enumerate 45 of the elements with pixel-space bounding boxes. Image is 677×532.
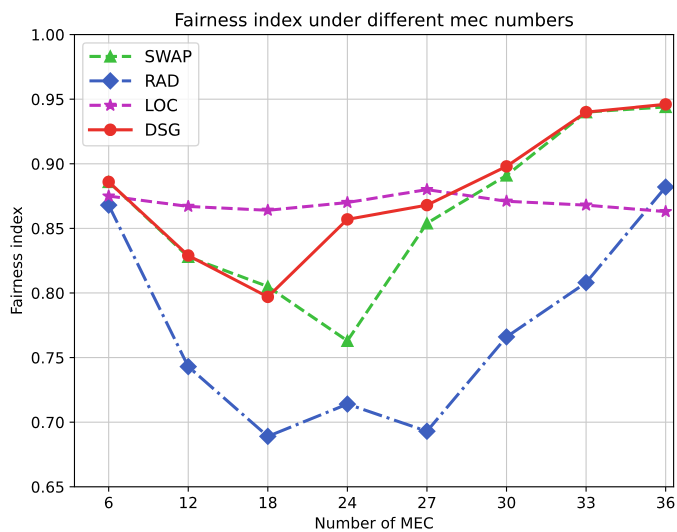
point [420,182,434,196]
x-tick-label: 6 [104,496,113,508]
point [261,203,274,216]
y-tick-label: 0.65 [32,481,64,493]
point [182,199,195,212]
point [500,160,513,173]
legend-label: LOC [146,98,178,112]
point [659,204,672,218]
point [338,396,356,413]
point [341,213,354,226]
point [102,189,116,202]
point [418,422,436,440]
point [180,358,197,376]
point [341,334,354,348]
legend-label: SWAP [146,50,192,62]
x-tick-label: 27 [418,496,436,508]
y-tick-label: 1.00 [32,29,64,41]
y-tick-label: 0.75 [32,352,64,364]
point [500,194,514,207]
x-tick-label: 12 [180,496,196,508]
y-tick-label: 0.90 [32,158,64,170]
point [657,178,674,196]
point [259,428,276,445]
x-tick-label: 33 [578,496,595,508]
y-tick-label: 0.95 [32,94,64,106]
point [659,98,672,111]
x-tick-label: 30 [498,496,516,508]
x-tick-label: 18 [260,496,276,508]
y-tick-label: 0.80 [32,287,64,299]
point [498,328,516,346]
x-axis-title: Number of MEC [316,516,433,529]
point [579,198,593,211]
x-tick-label: 36 [657,496,674,508]
x-tick-label: 24 [338,496,356,508]
chart-title: Fairness index under different mec numbers [176,12,574,27]
point [420,198,434,212]
legend-label: RAD [146,74,179,87]
point [420,216,434,230]
y-tick-label: 0.70 [32,416,64,428]
legend-label: DSG [146,123,180,136]
y-axis-title: Fairness index [10,206,22,314]
point [340,196,354,208]
point [262,290,274,304]
point [578,274,595,292]
y-tick-label: 0.85 [32,222,64,234]
